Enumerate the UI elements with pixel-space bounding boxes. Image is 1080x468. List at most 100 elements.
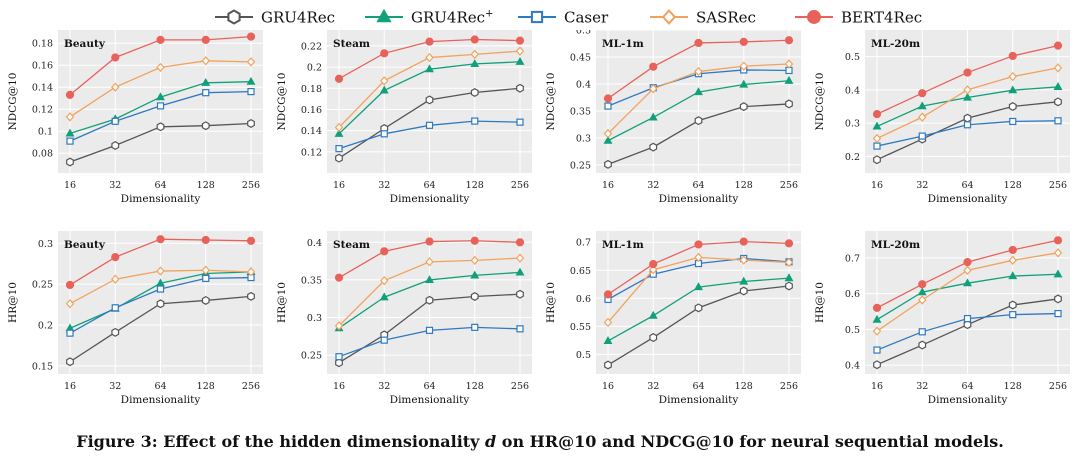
data-point (515, 238, 525, 247)
panel-ml-1m-ndcg-10: 0.25 0.3 0.35 0.4 0.45 0.5 16 32 64 128 256 Dimensi… (545, 30, 801, 205)
y-tick-label: 0.25 (570, 160, 591, 171)
data-point (470, 270, 480, 279)
data-point (873, 142, 881, 150)
data-point (156, 35, 165, 44)
data-point (425, 275, 434, 284)
data-point (739, 37, 748, 46)
x-axis-label: Dimensionality (659, 394, 739, 406)
data-point (425, 326, 434, 334)
data-point (470, 49, 479, 60)
data-point (1008, 271, 1018, 280)
data-point (334, 321, 344, 331)
panel-steam-hr-10: 0.25 0.3 0.35 0.4 16 32 64 128 256 Dimensionality… (276, 231, 532, 406)
data-point (335, 145, 343, 153)
x-tick-label: 32 (378, 180, 390, 191)
data-point (156, 122, 165, 132)
series-caser (335, 117, 524, 153)
series-gru4rec-plus (334, 56, 525, 137)
square-marker-icon (530, 10, 544, 24)
data-point (694, 240, 703, 249)
data-point (201, 121, 210, 131)
data-point (604, 360, 612, 370)
y-tick-label: 0.25 (32, 280, 53, 291)
y-tick-label: 0.5 (576, 30, 591, 37)
data-point (470, 236, 479, 245)
x-tick-label: 32 (647, 381, 659, 392)
data-point (1008, 255, 1017, 266)
y-tick-label: 0.3 (38, 239, 53, 250)
series-bert4rec (603, 36, 794, 103)
data-point (603, 128, 613, 139)
series-sasrec (65, 56, 256, 122)
figure-caption: Figure 3: Effect of the hidden dimension… (0, 432, 1080, 451)
x-tick-label: 128 (1004, 180, 1022, 191)
data-point (334, 273, 344, 282)
data-point (784, 257, 794, 268)
data-point (516, 83, 524, 93)
y-tick-label: 0.14 (32, 83, 53, 94)
chart-legend: GRU4Rec GRU4Rec+ Caser SASRec BERT4Rec (215, 9, 922, 27)
data-point (694, 38, 703, 48)
panel-title: ML-1m (602, 38, 644, 50)
data-point (872, 303, 882, 312)
data-point (515, 36, 525, 45)
data-point (1054, 309, 1062, 318)
data-point (66, 357, 74, 367)
data-point (785, 99, 793, 109)
data-point (380, 247, 389, 256)
data-point (694, 66, 703, 77)
data-point (379, 292, 389, 301)
x-tick-label: 256 (242, 180, 260, 191)
legend-item-gru4rec: GRU4Rec (215, 9, 335, 27)
x-axis-label: Dimensionality (121, 193, 201, 205)
data-point (335, 153, 343, 163)
data-point (963, 278, 972, 287)
data-point (470, 255, 479, 266)
data-point (873, 360, 881, 370)
data-point (246, 236, 256, 245)
y-tick-label: 0.2 (845, 152, 860, 163)
x-tick-label: 16 (64, 381, 76, 392)
data-point (649, 142, 658, 152)
data-point (649, 264, 658, 275)
data-point (694, 87, 703, 96)
panel-ml-1m-hr-10: 0.5 0.55 0.6 0.65 0.7 16 32 64 128 256 Dimensional… (545, 231, 801, 406)
data-point (918, 132, 926, 140)
caption-variable: d (485, 432, 497, 451)
data-point (470, 88, 479, 97)
x-tick-label: 16 (602, 381, 614, 392)
data-point (648, 310, 658, 319)
series-bert4rec (603, 237, 794, 299)
y-tick-label: 0.08 (32, 149, 53, 160)
data-point (963, 113, 972, 123)
x-tick-label: 256 (780, 381, 798, 392)
series-sasrec (603, 59, 794, 139)
y-tick-label: 0.35 (301, 275, 322, 286)
data-point (65, 112, 75, 122)
x-tick-label: 128 (735, 381, 753, 392)
data-point (872, 133, 882, 144)
data-point (872, 314, 882, 323)
data-point (873, 346, 881, 354)
circle-marker-icon (807, 10, 821, 24)
data-point (1053, 236, 1063, 245)
panel-title: Beauty (64, 38, 106, 50)
data-point (649, 259, 658, 269)
data-point (515, 253, 525, 263)
y-tick-label: 0.3 (845, 119, 860, 130)
data-point (1053, 248, 1063, 258)
data-point (1008, 85, 1018, 94)
series-bert4rec (334, 236, 525, 282)
data-point (380, 76, 389, 86)
data-point (917, 101, 927, 110)
panel-ml-20m-ndcg-10: 0.2 0.3 0.4 0.5 16 32 64 128 256 Dimensionality ND… (814, 30, 1070, 205)
y-tick-label: 0.5 (845, 52, 860, 63)
data-point (963, 265, 972, 276)
data-point (918, 112, 927, 122)
hexagon-marker-icon (227, 9, 241, 25)
x-tick-label: 16 (64, 180, 76, 191)
x-tick-label: 256 (511, 381, 529, 392)
x-tick-label: 64 (961, 180, 973, 191)
data-point (111, 304, 119, 312)
caption-text-before: Figure 3: Effect of the hidden dimension… (76, 432, 486, 451)
